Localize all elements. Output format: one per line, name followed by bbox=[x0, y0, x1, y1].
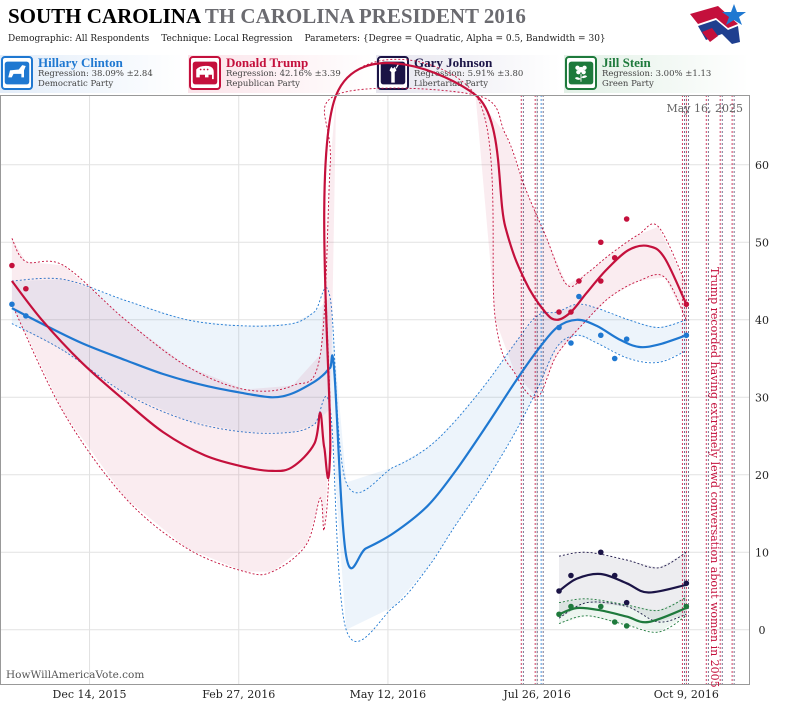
band-area-johnson bbox=[559, 552, 687, 622]
y-tick-label: 60 bbox=[755, 159, 769, 172]
poll-point-trump bbox=[576, 278, 582, 284]
band-upper-clinton bbox=[11, 277, 687, 494]
chart-title: SOUTH CAROLINA TH CAROLINA PRESIDENT 201… bbox=[8, 4, 526, 29]
candidate-party: Republican Party bbox=[226, 79, 300, 89]
regression-line-clinton bbox=[11, 307, 687, 570]
x-tick-label: Feb 27, 2016 bbox=[202, 688, 275, 701]
candidate-party: Green Party bbox=[602, 79, 654, 89]
poll-point-trump bbox=[568, 309, 574, 315]
poll-point-stein bbox=[611, 619, 618, 625]
parameters-line: Demographic: All Respondents Technique: L… bbox=[8, 34, 606, 44]
band-lower-clinton bbox=[11, 323, 687, 642]
poll-point-stein bbox=[683, 603, 690, 610]
candidate-party: Libertarian Party bbox=[414, 79, 489, 89]
demographic-text: Demographic: All Respondents bbox=[8, 34, 150, 44]
poll-point-johnson bbox=[683, 580, 690, 587]
poll-point-trump bbox=[597, 278, 604, 284]
band-lower-johnson bbox=[558, 601, 687, 623]
poll-point-clinton bbox=[683, 332, 690, 339]
x-tick-label: Oct 9, 2016 bbox=[654, 688, 719, 701]
poll-point-johnson bbox=[597, 549, 604, 556]
poll-point-trump bbox=[611, 254, 618, 261]
parameters-text: Parameters: {Degree = Quadratic, Alpha =… bbox=[304, 34, 606, 44]
candidate-name: Hillary Clinton bbox=[38, 55, 123, 70]
elephant-icon bbox=[189, 56, 221, 90]
legend-item-trump[interactable]: Donald Trump Regression: 42.16% ±3.39 Re… bbox=[188, 55, 373, 93]
regression-line-trump bbox=[11, 62, 688, 480]
y-tick-label: 0 bbox=[759, 624, 766, 637]
poll-point-trump bbox=[597, 239, 604, 246]
band-upper-johnson bbox=[558, 551, 687, 569]
poll-point-stein bbox=[597, 603, 604, 610]
poll-point-trump bbox=[23, 285, 29, 292]
chart-header: SOUTH CAROLINA TH CAROLINA PRESIDENT 201… bbox=[0, 0, 789, 50]
x-axis-ticks: Dec 14, 2015 Feb 27, 2016 May 12, 2016 Jul … bbox=[53, 688, 719, 701]
poll-point-johnson bbox=[568, 572, 574, 579]
candidate-party: Democratic Party bbox=[38, 79, 114, 89]
chart-date: May 16, 2025 bbox=[666, 102, 743, 115]
candidate-regression: Regression: 38.09% ±2.84 bbox=[38, 69, 153, 79]
y-tick-label: 20 bbox=[755, 469, 769, 482]
poll-point-clinton bbox=[623, 336, 630, 342]
band-area-trump bbox=[11, 95, 687, 572]
x-tick-label: May 12, 2016 bbox=[350, 688, 427, 701]
x-tick-label: Dec 14, 2015 bbox=[53, 688, 127, 701]
y-axis-ticks: 0 10 20 30 40 50 60 bbox=[755, 159, 769, 637]
candidate-name: Donald Trump bbox=[226, 55, 309, 70]
poll-point-clinton bbox=[597, 332, 604, 339]
poll-point-trump bbox=[9, 262, 15, 269]
site-logo-icon bbox=[690, 4, 746, 44]
y-tick-label: 10 bbox=[755, 546, 769, 559]
y-tick-label: 30 bbox=[755, 391, 769, 404]
watermark-text: HowWillAmericaVote.com bbox=[6, 669, 144, 681]
poll-point-clinton bbox=[576, 293, 582, 300]
poll-point-stein bbox=[556, 611, 562, 618]
poll-point-clinton bbox=[568, 340, 574, 346]
band-area-clinton bbox=[11, 279, 687, 630]
poll-point-johnson bbox=[611, 572, 618, 579]
x-tick-label: Jul 26, 2016 bbox=[502, 688, 571, 701]
poll-point-clinton bbox=[611, 355, 618, 362]
poll-point-trump bbox=[683, 301, 690, 308]
candidate-legend: Hillary Clinton Regression: 38.09% ±2.84… bbox=[0, 55, 789, 93]
donkey-icon bbox=[1, 56, 33, 90]
poll-point-trump bbox=[623, 216, 630, 222]
candidate-name: Jill Stein bbox=[602, 55, 651, 70]
title-state: SOUTH CAROLINA bbox=[8, 4, 200, 28]
band-lower-stein bbox=[558, 615, 687, 633]
plot-frame bbox=[0, 95, 750, 685]
poll-point-trump bbox=[556, 309, 562, 315]
poll-point-clinton bbox=[23, 313, 29, 319]
poll-point-stein bbox=[568, 603, 574, 610]
poll-point-clinton bbox=[9, 301, 15, 308]
flower-icon bbox=[565, 56, 597, 90]
poll-point-stein bbox=[623, 623, 630, 629]
legend-item-johnson[interactable]: Gary Johnson Regression: 5.91% ±3.80 Lib… bbox=[376, 55, 561, 93]
title-race: TH CAROLINA PRESIDENT 2016 bbox=[204, 4, 526, 28]
poll-point-johnson bbox=[623, 599, 630, 606]
confidence-bands bbox=[11, 58, 687, 642]
liberty-icon bbox=[377, 56, 409, 90]
candidate-regression: Regression: 42.16% ±3.39 bbox=[226, 69, 341, 79]
poll-points bbox=[9, 216, 690, 629]
regression-lines bbox=[11, 62, 688, 624]
poll-point-clinton bbox=[556, 324, 562, 331]
band-upper-trump bbox=[11, 87, 687, 392]
candidate-regression: Regression: 3.00% ±1.13 bbox=[602, 69, 712, 79]
legend-item-stein[interactable]: Jill Stein Regression: 3.00% ±1.13 Green… bbox=[564, 55, 749, 93]
y-tick-label: 40 bbox=[755, 314, 769, 327]
technique-text: Technique: Local Regression bbox=[161, 34, 293, 44]
event-annotation: Trump recorded having extremely lewd con… bbox=[708, 267, 721, 688]
poll-point-johnson bbox=[556, 588, 562, 594]
legend-item-clinton[interactable]: Hillary Clinton Regression: 38.09% ±2.84… bbox=[0, 55, 185, 93]
y-tick-label: 50 bbox=[755, 236, 769, 249]
candidate-regression: Regression: 5.91% ±3.80 bbox=[414, 69, 524, 79]
regression-line-stein bbox=[558, 606, 687, 624]
